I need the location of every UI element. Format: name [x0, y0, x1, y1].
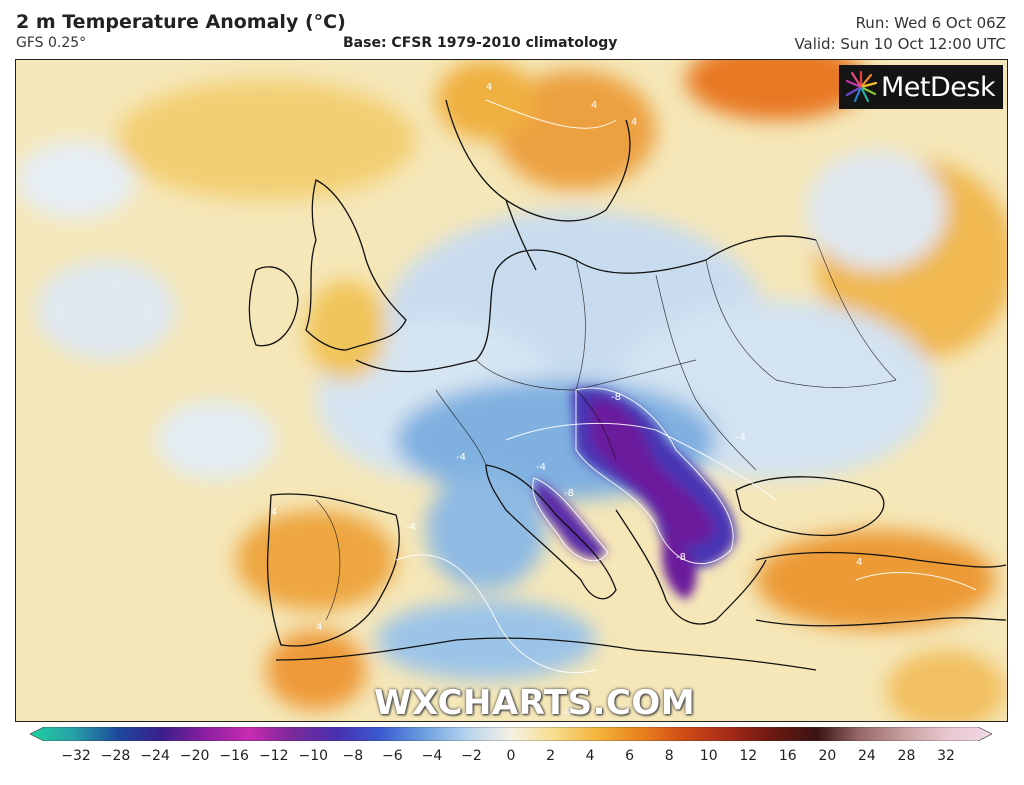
colorbar-tick-label: −32 — [61, 748, 91, 764]
borders — [315, 239, 897, 621]
chart-title: 2 m Temperature Anomaly (°C) — [16, 11, 346, 33]
colorbar — [30, 727, 992, 741]
colorbar-tick-label: 10 — [699, 748, 718, 764]
contour-label: -4 — [536, 462, 546, 473]
colorbar-tick-label: 4 — [585, 748, 595, 764]
colorbar-tick-label: 0 — [506, 748, 516, 764]
contour-label: 4 — [486, 82, 492, 93]
colorbar-tick-label: −2 — [461, 748, 482, 764]
colorbar-tick-label: −4 — [421, 748, 443, 764]
metdesk-wordmark: MetDesk — [881, 71, 996, 103]
colorbar-tick-label: 20 — [818, 748, 837, 764]
contour-label: -4 — [456, 452, 466, 463]
colorbar-tick-label: 12 — [739, 748, 758, 764]
contour-label: 4 — [856, 557, 862, 568]
colorbar-tick-label: −10 — [298, 748, 329, 764]
contour-label: -8 — [564, 488, 574, 499]
colorbar-tick-label: 16 — [778, 748, 797, 764]
colorbar-tick-label: 32 — [937, 748, 955, 764]
contour-label: -8 — [676, 552, 686, 563]
contour-label: 4 — [271, 507, 277, 518]
contour-label: 4 — [316, 622, 322, 633]
colorbar-tick-label: −24 — [140, 748, 170, 764]
contour-label: -4 — [406, 522, 416, 533]
contour-label-group: 4 4 4 -4 -4 -4 -8 -8 -8 -4 4 4 4 -4 — [271, 82, 862, 718]
contour-label: -4 — [561, 707, 571, 718]
contour-label: -8 — [611, 392, 621, 403]
colorbar-tick-label: −28 — [100, 748, 131, 764]
contour-label: -4 — [736, 432, 746, 443]
map-canvas: 4 4 4 -4 -4 -4 -8 -8 -8 -4 4 4 4 -4 — [16, 60, 1007, 721]
colorbar-tick-label: 2 — [546, 748, 555, 764]
valid-time-label: Valid: Sun 10 Oct 12:00 UTC — [794, 35, 1006, 53]
colorbar-tick-label: 6 — [625, 748, 635, 764]
base-climatology-label: Base: CFSR 1979-2010 climatology — [343, 35, 618, 51]
metdesk-logo: MetDesk — [839, 65, 1003, 109]
colorbar-tick-label: 28 — [897, 748, 916, 764]
contour-label: 4 — [631, 117, 637, 128]
colorbar-tick-label: −6 — [382, 748, 403, 764]
colorbar-tick-label: 24 — [857, 748, 876, 764]
colorbar-tick-label: −12 — [258, 748, 289, 764]
metdesk-burst-icon — [845, 70, 878, 103]
colorbar-tick-label: 8 — [664, 748, 674, 764]
colorbar-tick-label: −8 — [342, 748, 364, 764]
wxcharts-watermark: WXCHARTS.COM — [374, 683, 696, 722]
coastlines — [248, 99, 1007, 671]
run-time-label: Run: Wed 6 Oct 06Z — [855, 14, 1006, 32]
colorbar-tick-labels: −32 −28 −24 −20 −16 −12 −10 −8 −6 −4 −2 0 2 4 6 8 10 12 16… — [0, 748, 1024, 768]
cold-core — [535, 387, 736, 600]
contour-label: 4 — [591, 100, 597, 111]
colorbar-tick-label: −16 — [219, 748, 249, 764]
contours — [395, 99, 977, 674]
model-label: GFS 0.25° — [16, 35, 87, 51]
anomaly-map[interactable]: 4 4 4 -4 -4 -4 -8 -8 -8 -4 4 4 4 -4 — [15, 59, 1008, 722]
colorbar-tick-label: −20 — [179, 748, 210, 764]
